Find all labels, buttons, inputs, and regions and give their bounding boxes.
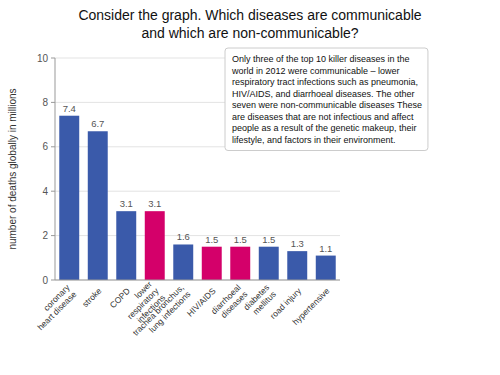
text-line: are diseases that are not infectious and…	[232, 112, 414, 122]
chart: Consider the graph. Which diseases are c…	[0, 0, 500, 375]
text-line: Consider the graph. Which diseases are c…	[78, 7, 421, 23]
bar	[59, 116, 79, 280]
data-label: 3.1	[148, 198, 161, 209]
text-line: lifestyle, and factors in their environm…	[232, 135, 396, 145]
data-label: 1.5	[234, 234, 247, 245]
tick-label: 0	[42, 275, 48, 286]
x-axis-line	[55, 280, 340, 281]
data-label: 1.1	[319, 243, 332, 254]
data-label: 3.1	[120, 198, 133, 209]
tick-mark	[51, 191, 55, 192]
data-label: 1.5	[205, 234, 218, 245]
title: Consider the graph. Which diseases are c…	[78, 7, 421, 41]
tick-label: 2	[42, 230, 48, 241]
data-label: 7.4	[63, 103, 76, 114]
bar	[316, 256, 336, 280]
text-line: world in 2012 were communicable – lower	[231, 66, 400, 76]
data-label: 1.6	[177, 231, 190, 242]
tick-mark	[51, 102, 55, 103]
text-line: Only three of the top 10 killer diseases…	[232, 54, 410, 64]
tick-label: 4	[42, 186, 48, 197]
annotation-text: Only three of the top 10 killer diseases…	[231, 54, 422, 145]
tick-mark	[51, 58, 55, 59]
tick-mark	[51, 235, 55, 236]
x-tick-label: trachea bronchus,lung infections	[131, 283, 193, 345]
y-ticks: 0 2 4 6 8 10	[37, 53, 55, 286]
text-line: seven were non-communicable diseases The…	[232, 100, 422, 110]
tick-label: 10	[37, 53, 49, 64]
x-tick-label: coronaryheart disease	[29, 282, 79, 332]
bar	[145, 211, 165, 280]
x-tick-label: stroke	[80, 286, 104, 310]
text-line: respiratory tract infections such as pne…	[232, 77, 418, 87]
grid-line	[55, 280, 340, 281]
data-label: 6.7	[91, 118, 104, 129]
y-axis-line	[55, 58, 56, 280]
bar	[116, 211, 136, 280]
text-line: heart disease	[35, 289, 78, 332]
bar	[202, 247, 222, 280]
x-tick-labels: coronaryheart diseasestrokeCOPDlowerresp…	[29, 279, 332, 345]
annotation-box	[225, 48, 428, 151]
bar	[230, 247, 250, 280]
bar	[259, 247, 279, 280]
text-line: and which are non-communicable?	[141, 25, 358, 41]
text-line: hypertensive	[291, 286, 332, 327]
x-tick-label: hypertensive	[291, 286, 332, 327]
annotation: Only three of the top 10 killer diseases…	[225, 48, 428, 151]
text-line: stroke	[80, 286, 104, 310]
tick-label: 8	[42, 97, 48, 108]
y-axis-label: number of deaths globally in millions	[7, 88, 18, 249]
data-label: 1.5	[262, 234, 275, 245]
data-label: 1.3	[291, 238, 304, 249]
tick-mark	[51, 146, 55, 147]
text-line: HIV/AIDS, and diarrhoeal diseases. The o…	[232, 89, 414, 99]
text-line: people as a result of the genetic makeup…	[232, 123, 417, 133]
x-tick-label: COPD	[108, 286, 132, 310]
text-line: COPD	[108, 286, 132, 310]
tick-label: 6	[42, 141, 48, 152]
bar	[287, 251, 307, 280]
bar	[173, 244, 193, 280]
bar	[88, 131, 108, 280]
tick-mark	[51, 280, 55, 281]
